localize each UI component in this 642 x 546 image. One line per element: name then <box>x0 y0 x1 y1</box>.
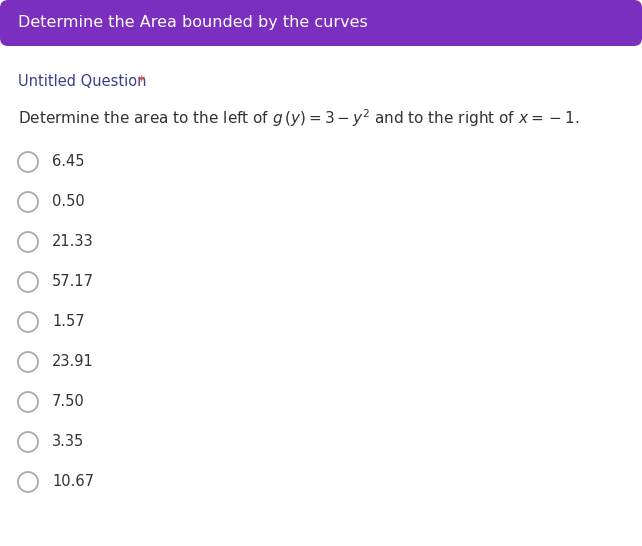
Text: *: * <box>138 74 145 90</box>
Text: Determine the area to the left of $g\,(y) = 3 - y^2$ and to the right of $x = -1: Determine the area to the left of $g\,(y… <box>18 107 580 129</box>
Text: 3.35: 3.35 <box>52 435 84 449</box>
Text: 0.50: 0.50 <box>52 194 85 210</box>
Text: Untitled Question: Untitled Question <box>18 74 146 90</box>
Text: 1.57: 1.57 <box>52 314 85 329</box>
Text: Determine the Area bounded by the curves: Determine the Area bounded by the curves <box>18 15 368 31</box>
Text: 21.33: 21.33 <box>52 234 94 250</box>
FancyBboxPatch shape <box>0 0 642 46</box>
Text: 6.45: 6.45 <box>52 155 85 169</box>
Text: 7.50: 7.50 <box>52 395 85 410</box>
Text: 10.67: 10.67 <box>52 474 94 490</box>
Text: 57.17: 57.17 <box>52 275 94 289</box>
Text: 23.91: 23.91 <box>52 354 94 370</box>
